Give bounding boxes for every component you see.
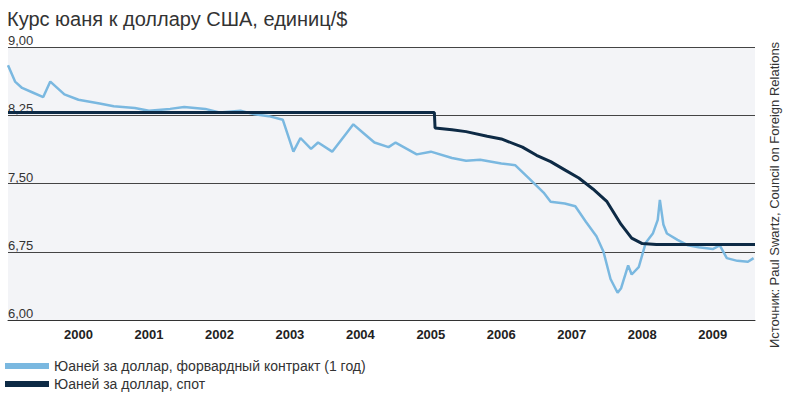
svg-text:2002: 2002 <box>205 327 234 342</box>
svg-text:Юаней за доллар, спот: Юаней за доллар, спот <box>54 376 206 392</box>
svg-text:Источник: Paul Swartz, Council: Источник: Paul Swartz, Council on Foreig… <box>767 41 782 348</box>
svg-text:6,00: 6,00 <box>8 306 33 321</box>
svg-text:8,25: 8,25 <box>8 101 34 117</box>
svg-text:2007: 2007 <box>557 327 586 342</box>
svg-text:7,50: 7,50 <box>8 170 33 185</box>
svg-text:6,75: 6,75 <box>8 238 33 253</box>
svg-text:2005: 2005 <box>416 327 445 342</box>
svg-text:Курс юаня к доллару США, едини: Курс юаня к доллару США, единиц/$ <box>7 8 347 30</box>
svg-text:9,00: 9,00 <box>8 33 33 48</box>
svg-text:2006: 2006 <box>487 327 516 342</box>
svg-text:2008: 2008 <box>628 327 657 342</box>
svg-text:2004: 2004 <box>346 327 376 342</box>
svg-text:2003: 2003 <box>275 327 304 342</box>
svg-text:2009: 2009 <box>698 327 727 342</box>
svg-text:2001: 2001 <box>134 327 163 342</box>
svg-text:Юаней за доллар, форвардный ко: Юаней за доллар, форвардный контракт (1 … <box>54 358 366 374</box>
svg-text:2000: 2000 <box>64 327 93 342</box>
